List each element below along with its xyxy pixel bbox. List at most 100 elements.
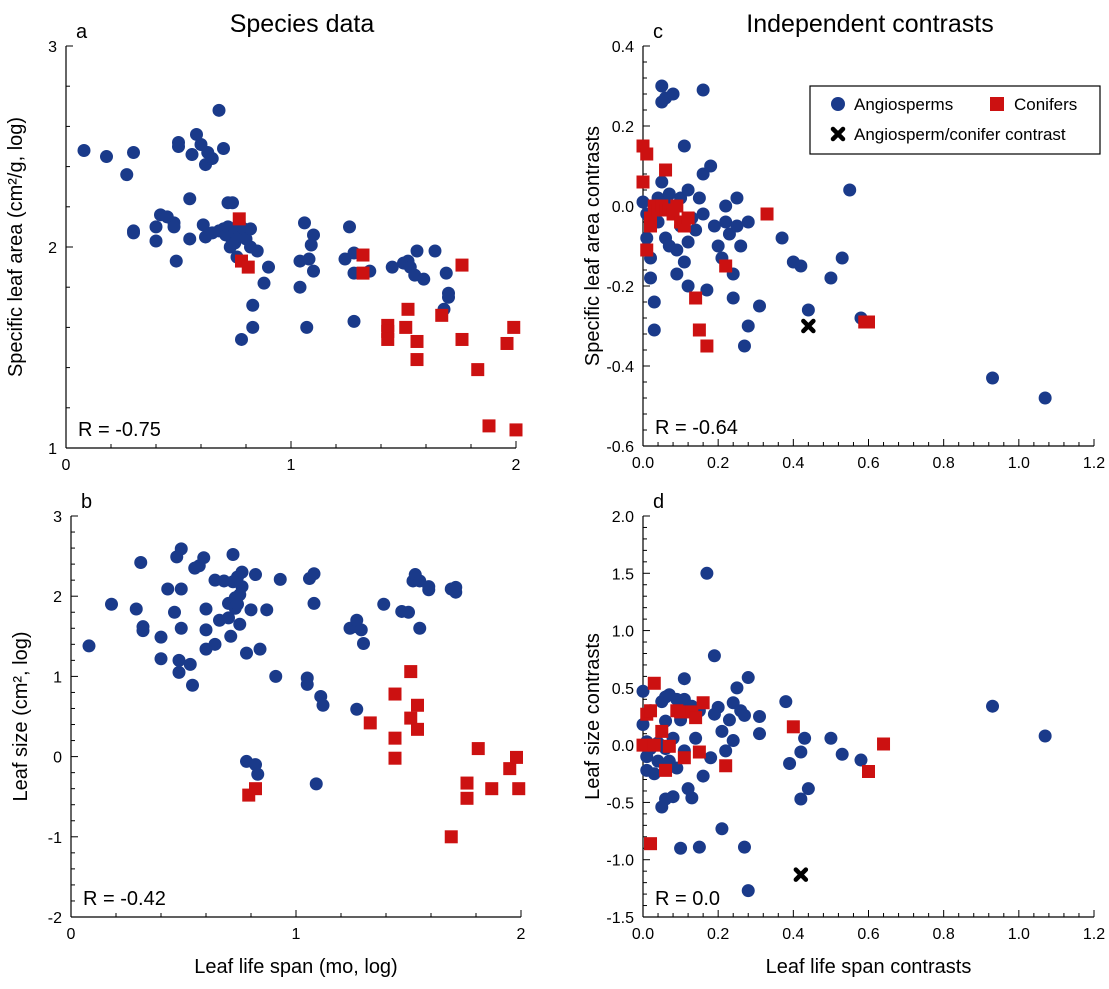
x-tick-label: 1 bbox=[287, 457, 296, 474]
angiosperm-point bbox=[350, 702, 364, 716]
angiosperm-point bbox=[302, 252, 316, 266]
conifer-point bbox=[507, 320, 521, 334]
y-axis-title: Leaf size contrasts bbox=[582, 633, 604, 800]
angiosperm-point bbox=[730, 219, 744, 233]
series-circle bbox=[636, 566, 1052, 898]
angiosperm-point bbox=[741, 319, 755, 333]
angiosperm-point bbox=[700, 566, 714, 580]
angiosperm-point bbox=[212, 103, 226, 117]
x-tick-label: 2 bbox=[517, 926, 526, 943]
legend-angiosperm-marker bbox=[831, 97, 845, 111]
angiosperm-point bbox=[835, 251, 849, 265]
legend: Angiosperms Conifers Angiosperm/conifer … bbox=[809, 85, 1101, 155]
angiosperm-point bbox=[685, 791, 699, 805]
conifer-point bbox=[760, 207, 774, 221]
conifer-point bbox=[689, 291, 703, 305]
angiosperm-point bbox=[273, 572, 287, 586]
angiosperm-point bbox=[154, 652, 168, 666]
angiosperm-point bbox=[127, 146, 140, 160]
angiosperm-point bbox=[410, 244, 424, 258]
angiosperm-point bbox=[655, 175, 669, 189]
conifer-point bbox=[877, 737, 891, 751]
angiosperm-point bbox=[77, 144, 91, 158]
x-tick-label: 0.0 bbox=[632, 455, 654, 472]
y-tick-label: -0.2 bbox=[606, 279, 634, 296]
angiosperm-point bbox=[715, 724, 729, 738]
y-axis-title: Leaf size (cm², log) bbox=[10, 631, 32, 801]
angiosperm-point bbox=[185, 148, 199, 162]
angiosperm-point bbox=[347, 314, 361, 328]
angiosperm-point bbox=[726, 291, 740, 305]
angiosperm-point bbox=[696, 83, 710, 97]
series-cross bbox=[793, 867, 809, 882]
conifer-point bbox=[636, 175, 650, 189]
conifer-point bbox=[435, 308, 449, 322]
angiosperm-point bbox=[636, 718, 650, 732]
angiosperm-point bbox=[190, 127, 203, 141]
conifer-point bbox=[455, 332, 469, 346]
angiosperm-point bbox=[753, 710, 767, 723]
angiosperm-point bbox=[640, 231, 654, 245]
angiosperm-point bbox=[168, 605, 181, 619]
angiosperm-point bbox=[269, 669, 283, 683]
angiosperm-point bbox=[222, 611, 235, 625]
angiosperm-point bbox=[422, 583, 436, 597]
angiosperm-point bbox=[779, 695, 793, 709]
angiosperm-point bbox=[719, 744, 733, 758]
angiosperm-point bbox=[154, 630, 168, 644]
angiosperm-point bbox=[224, 629, 238, 643]
panel-d: d 0.0 0.2 0.4 0.6 0.8 1.0 1.2 -1.5 -1.0 -0.5 0.0 0.5… bbox=[582, 491, 1105, 978]
conifer-point bbox=[719, 759, 733, 773]
y-tick-label: -1.5 bbox=[606, 910, 634, 927]
angiosperm-point bbox=[741, 884, 755, 898]
angiosperm-point bbox=[260, 603, 274, 617]
conifer-point bbox=[500, 336, 514, 350]
angiosperm-point bbox=[647, 767, 661, 781]
angiosperm-point bbox=[644, 271, 658, 285]
angiosperm-point bbox=[1038, 729, 1052, 743]
angiosperm-point bbox=[730, 681, 744, 695]
angiosperm-point bbox=[753, 299, 767, 313]
angiosperm-point bbox=[696, 769, 710, 783]
angiosperm-point bbox=[300, 320, 314, 334]
angiosperm-point bbox=[307, 596, 321, 610]
angiosperm-point bbox=[149, 234, 163, 248]
angiosperm-point bbox=[707, 219, 721, 233]
x-tick-label: 0.2 bbox=[707, 926, 729, 943]
angiosperm-point bbox=[172, 665, 186, 679]
angiosperm-point bbox=[689, 731, 703, 745]
angiosperm-point bbox=[417, 272, 431, 286]
angiosperm-point bbox=[711, 700, 725, 714]
y-axis-title: Specific leaf area (cm²/g, log) bbox=[5, 117, 27, 377]
conifer-point bbox=[662, 739, 676, 753]
conifer-point bbox=[381, 332, 395, 346]
conifer-point bbox=[509, 423, 523, 437]
angiosperm-point bbox=[244, 603, 258, 617]
angiosperm-point bbox=[136, 624, 150, 638]
angiosperm-point bbox=[253, 642, 267, 656]
angiosperm-point bbox=[692, 191, 706, 205]
conifer-point bbox=[388, 687, 402, 701]
angiosperm-point bbox=[704, 751, 718, 765]
conifer-point bbox=[644, 704, 658, 718]
angiosperm-point bbox=[183, 232, 197, 246]
legend-conifer-marker bbox=[990, 97, 1004, 111]
conifer-point bbox=[356, 248, 370, 262]
angiosperm-point bbox=[196, 218, 210, 232]
x-axis-title: Leaf life span contrasts bbox=[766, 956, 972, 978]
angiosperm-point bbox=[307, 228, 320, 242]
conifer-point bbox=[674, 705, 688, 719]
angiosperm-point bbox=[737, 840, 751, 854]
conifer-point bbox=[471, 742, 485, 756]
x-tick-label: 0.4 bbox=[782, 926, 804, 943]
legend-item-angiosperms: Angiosperms bbox=[854, 95, 953, 114]
contrast-point bbox=[801, 318, 816, 334]
angiosperm-point bbox=[636, 684, 650, 698]
panel-letter: a bbox=[76, 21, 88, 43]
angiosperm-point bbox=[199, 623, 213, 637]
conifer-point bbox=[471, 363, 485, 377]
angiosperm-point bbox=[316, 698, 330, 712]
angiosperm-point bbox=[208, 637, 222, 651]
angiosperm-point bbox=[240, 646, 253, 660]
